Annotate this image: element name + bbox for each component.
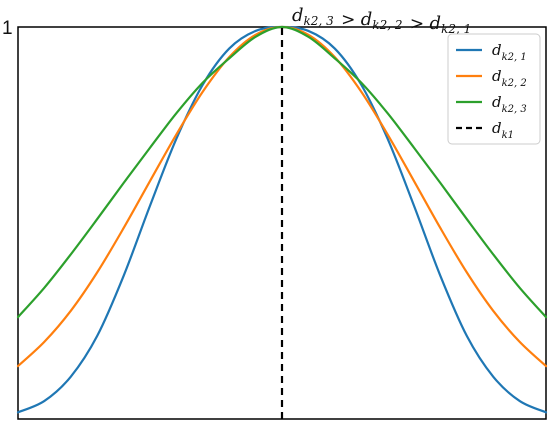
legend-label: dk2, 1 [492,41,527,63]
legend: dk2, 1 dk2, 2 dk2, 3 dk1 [447,33,541,145]
legend-label: dk2, 2 [492,67,527,89]
series-line-k2-3 [16,25,548,319]
series-layer [16,25,548,419]
chart-annotation: dk2, 3 > dk2, 2 > dk2, 1 [292,5,471,36]
plot-area [16,25,548,420]
legend-frame [447,33,541,145]
y-tick-label: 1 [2,18,13,39]
legend-label: dk2, 3 [492,93,527,115]
y-axis-ticks: 1 [2,18,13,39]
legend-label: dk1 [492,119,514,141]
